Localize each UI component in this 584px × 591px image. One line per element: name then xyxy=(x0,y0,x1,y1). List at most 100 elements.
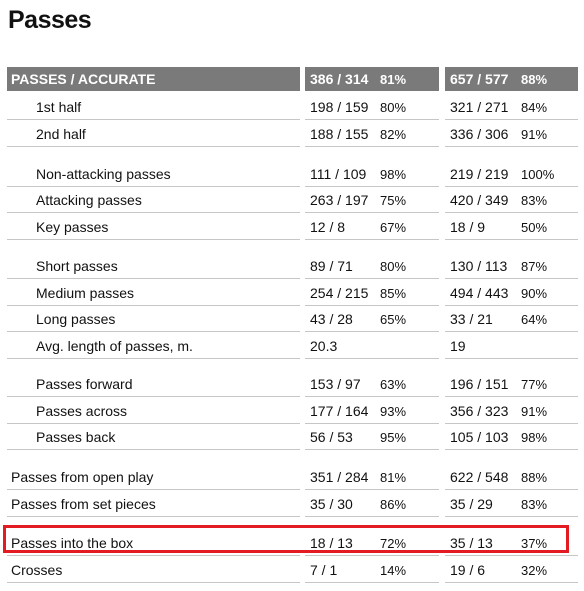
row-label: Short passes xyxy=(36,258,118,274)
team1-value: 188 / 155 xyxy=(310,126,369,142)
table-row: Passes back 56 / 53 95% 105 / 103 98% xyxy=(0,424,584,450)
header-team2-value: 657 / 577 xyxy=(450,71,509,87)
team2-value: 622 / 548 xyxy=(450,469,509,485)
header-label-cell: PASSES / ACCURATE xyxy=(7,67,300,91)
team1-cell: 12 / 8 67% xyxy=(305,214,439,240)
team2-value: 321 / 271 xyxy=(450,99,509,115)
team2-cell: 35 / 13 37% xyxy=(445,530,578,556)
team2-value: 420 / 349 xyxy=(450,192,509,208)
team2-value: 336 / 306 xyxy=(450,126,509,142)
team1-percent: 80% xyxy=(380,100,407,115)
team2-cell: 18 / 9 50% xyxy=(445,214,578,240)
table-row: Key passes 12 / 8 67% 18 / 9 50% xyxy=(0,214,584,240)
team1-cell: 351 / 284 81% xyxy=(305,464,439,490)
team1-value: 7 / 1 xyxy=(310,562,338,578)
team2-cell: 219 / 219 100% xyxy=(445,161,578,187)
header-team1-percent: 81% xyxy=(380,72,407,87)
row-label-cell: Non-attacking passes xyxy=(7,161,300,187)
row-label: Passes across xyxy=(36,403,128,419)
team2-percent: 64% xyxy=(521,312,548,327)
row-label-cell: Passes back xyxy=(7,424,300,450)
team2-percent: 87% xyxy=(521,259,548,274)
team2-value: 494 / 443 xyxy=(450,285,509,301)
table-row: Passes from open play 351 / 284 81% 622 / 5… xyxy=(0,464,584,490)
team2-percent: 91% xyxy=(521,127,548,142)
team1-cell: 7 / 1 14% xyxy=(305,557,439,583)
team2-cell: 130 / 113 87% xyxy=(445,253,578,279)
table-row: Crosses 7 / 1 14% 19 / 6 32% xyxy=(0,557,584,583)
team2-value: 18 / 9 xyxy=(450,219,486,235)
team2-percent: 83% xyxy=(521,193,548,208)
team1-cell: 263 / 197 75% xyxy=(305,187,439,213)
team2-value: 19 xyxy=(450,338,466,354)
team1-cell: 198 / 159 80% xyxy=(305,94,439,120)
team2-percent: 83% xyxy=(521,497,548,512)
table-row: 2nd half 188 / 155 82% 336 / 306 91% xyxy=(0,121,584,147)
row-label-cell: Passes from set pieces xyxy=(7,491,300,517)
team1-value: 43 / 28 xyxy=(310,311,353,327)
team1-value: 35 / 30 xyxy=(310,496,353,512)
table-row: Avg. length of passes, m. 20.3 19 xyxy=(0,333,584,359)
team1-value: 12 / 8 xyxy=(310,219,346,235)
row-label-cell: Short passes xyxy=(7,253,300,279)
row-label-cell: Crosses xyxy=(7,557,300,583)
table-row: 1st half 198 / 159 80% 321 / 271 84% xyxy=(0,94,584,120)
row-label: Passes back xyxy=(36,429,116,445)
team1-value: 254 / 215 xyxy=(310,285,369,301)
team2-value: 196 / 151 xyxy=(450,376,509,392)
team2-value: 35 / 13 xyxy=(450,535,493,551)
row-label-cell: Attacking passes xyxy=(7,187,300,213)
row-label: 2nd half xyxy=(36,126,86,142)
table-row: Passes into the box 18 / 13 72% 35 / 13 37% xyxy=(0,530,584,556)
team2-cell: 321 / 271 84% xyxy=(445,94,578,120)
row-label-cell: Key passes xyxy=(7,214,300,240)
team2-cell: 19 xyxy=(445,333,578,359)
team1-cell: 254 / 215 85% xyxy=(305,280,439,306)
team2-percent: 32% xyxy=(521,563,548,578)
team1-percent: 85% xyxy=(380,286,407,301)
team1-cell: 89 / 71 80% xyxy=(305,253,439,279)
row-label: Passes forward xyxy=(36,376,133,392)
team1-cell: 111 / 109 98% xyxy=(305,161,439,187)
team1-cell: 177 / 164 93% xyxy=(305,398,439,424)
row-label: Long passes xyxy=(36,311,116,327)
row-label-cell: Medium passes xyxy=(7,280,300,306)
team1-cell: 35 / 30 86% xyxy=(305,491,439,517)
table-row: Long passes 43 / 28 65% 33 / 21 64% xyxy=(0,306,584,332)
team1-cell: 188 / 155 82% xyxy=(305,121,439,147)
team1-percent: 98% xyxy=(380,167,407,182)
team2-value: 19 / 6 xyxy=(450,562,486,578)
team1-percent: 72% xyxy=(380,536,407,551)
team2-cell: 420 / 349 83% xyxy=(445,187,578,213)
team1-percent: 93% xyxy=(380,404,407,419)
team2-percent: 90% xyxy=(521,286,548,301)
table-header: PASSES / ACCURATE 386 / 314 81% 657 / 577… xyxy=(0,67,584,93)
team1-percent: 63% xyxy=(380,377,407,392)
team1-cell: 153 / 97 63% xyxy=(305,371,439,397)
row-label: Passes into the box xyxy=(11,535,134,551)
team2-cell: 105 / 103 98% xyxy=(445,424,578,450)
team1-value: 177 / 164 xyxy=(310,403,369,419)
team2-cell: 622 / 548 88% xyxy=(445,464,578,490)
team2-percent: 77% xyxy=(521,377,548,392)
row-label: Crosses xyxy=(11,562,63,578)
row-label: Medium passes xyxy=(36,285,135,301)
team2-value: 33 / 21 xyxy=(450,311,493,327)
team1-cell: 56 / 53 95% xyxy=(305,424,439,450)
table-row: Medium passes 254 / 215 85% 494 / 443 90% xyxy=(0,280,584,306)
table-row: Short passes 89 / 71 80% 130 / 113 87% xyxy=(0,253,584,279)
team2-percent: 91% xyxy=(521,404,548,419)
team2-cell: 35 / 29 83% xyxy=(445,491,578,517)
highlight-box xyxy=(3,525,569,553)
team2-value: 35 / 29 xyxy=(450,496,493,512)
team2-cell: 356 / 323 91% xyxy=(445,398,578,424)
team1-cell: 18 / 13 72% xyxy=(305,530,439,556)
team1-value: 89 / 71 xyxy=(310,258,353,274)
row-label: Non-attacking passes xyxy=(36,166,171,182)
row-label: 1st half xyxy=(36,99,82,115)
team2-percent: 100% xyxy=(521,167,555,182)
team2-value: 105 / 103 xyxy=(450,429,509,445)
header-team1-value: 386 / 314 xyxy=(310,71,369,87)
row-label: Attacking passes xyxy=(36,192,142,208)
team2-cell: 336 / 306 91% xyxy=(445,121,578,147)
